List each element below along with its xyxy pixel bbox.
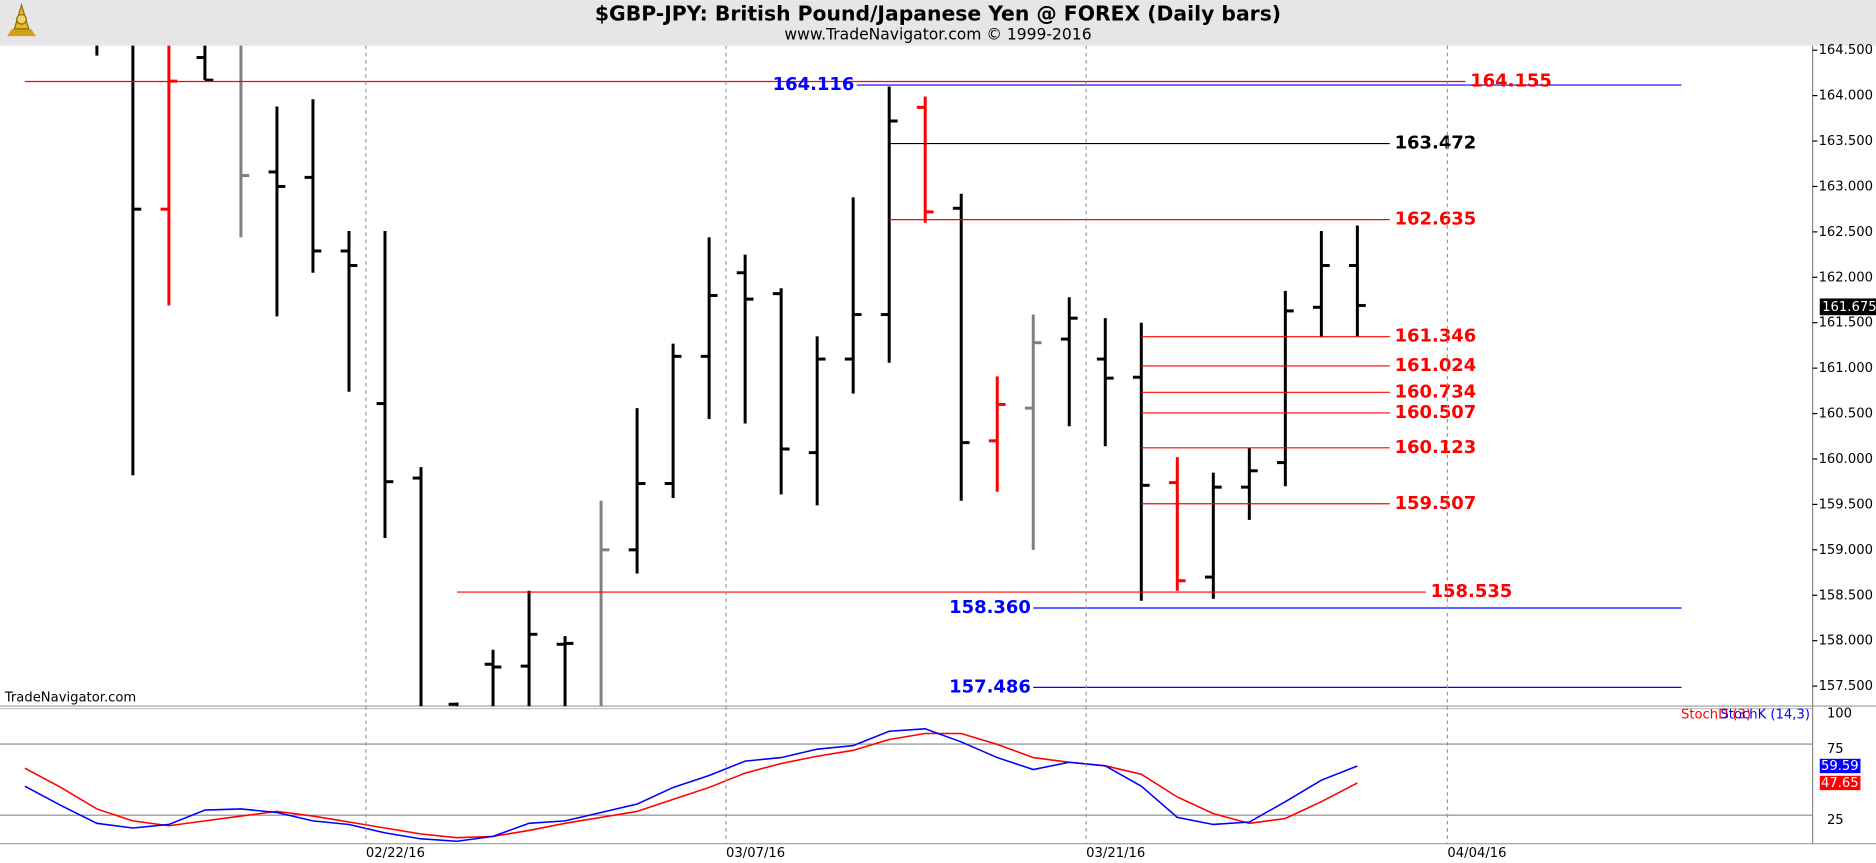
last-price-label: 161.675 — [1822, 300, 1876, 315]
stoch-plot — [0, 708, 1813, 843]
y-tick-label: 163.500 — [1819, 134, 1873, 149]
chart-title: $GBP-JPY: British Pound/Japanese Yen @ F… — [595, 2, 1281, 26]
end-value-label: 59.59 — [1821, 759, 1859, 774]
x-tick-label: 03/21/16 — [1086, 846, 1145, 861]
end-value-box — [1819, 775, 1861, 791]
y-tick-label: 100 — [1827, 706, 1852, 721]
level-label: 159.507 — [1395, 493, 1477, 514]
level-label: 160.507 — [1395, 402, 1477, 423]
y-tick-label: 159.000 — [1819, 543, 1873, 558]
y-tick-label: 163.000 — [1819, 179, 1873, 194]
level-label: 160.734 — [1395, 381, 1477, 402]
legend-entry: StochK (14,3) — [1720, 707, 1810, 722]
y-tick-label: 161.500 — [1819, 316, 1873, 331]
stoch-line — [24, 732, 1358, 839]
y-tick-label: 162.500 — [1819, 225, 1873, 240]
y-tick-label: 160.500 — [1819, 407, 1873, 422]
last-price-box — [1819, 298, 1876, 316]
chart-subtitle: www.TradeNavigator.com © 1999-2016 — [784, 25, 1091, 43]
y-tick-label: 160.000 — [1819, 452, 1873, 467]
level-label: 163.472 — [1395, 133, 1477, 154]
level-label: 164.155 — [1470, 71, 1552, 92]
y-tick-label: 164.500 — [1819, 43, 1873, 58]
level-label: 161.024 — [1395, 355, 1477, 376]
y-tick-label: 159.500 — [1819, 497, 1873, 512]
y-tick-label: 157.500 — [1819, 679, 1873, 694]
level-label: 160.123 — [1395, 437, 1477, 458]
logo — [7, 2, 36, 37]
end-value-label: 47.65 — [1821, 776, 1859, 791]
annotations: 164.500 164.000 163.500 163.000 162.500 162.0… — [365, 43, 1876, 861]
legend-entry: StochD (3) — [1681, 707, 1751, 722]
y-tick-label: 161.000 — [1819, 361, 1873, 376]
watermark: TradeNavigator.com — [4, 691, 136, 706]
x-tick-label: 02/22/16 — [366, 846, 425, 861]
level-label: 164.116 — [773, 74, 855, 95]
x-tick-label: 03/07/16 — [726, 846, 785, 861]
y-tick-label: 164.000 — [1819, 89, 1873, 104]
x-tick-label: 04/04/16 — [1447, 846, 1506, 861]
level-label: 158.535 — [1431, 581, 1513, 602]
price-plot — [24, 45, 1682, 707]
level-label: 162.635 — [1395, 209, 1477, 230]
level-label: 157.486 — [949, 676, 1031, 697]
level-label: 158.360 — [949, 597, 1031, 618]
y-tick-label: 162.000 — [1819, 270, 1873, 285]
title-bar — [0, 0, 1876, 46]
y-tick-label: 158.500 — [1819, 588, 1873, 603]
y-tick-label: 75 — [1827, 742, 1844, 757]
end-value-box — [1819, 758, 1861, 774]
y-tick-label: 25 — [1827, 813, 1844, 828]
level-label: 161.346 — [1395, 326, 1477, 347]
y-tick-label: 158.000 — [1819, 634, 1873, 649]
stoch-line — [24, 728, 1358, 843]
